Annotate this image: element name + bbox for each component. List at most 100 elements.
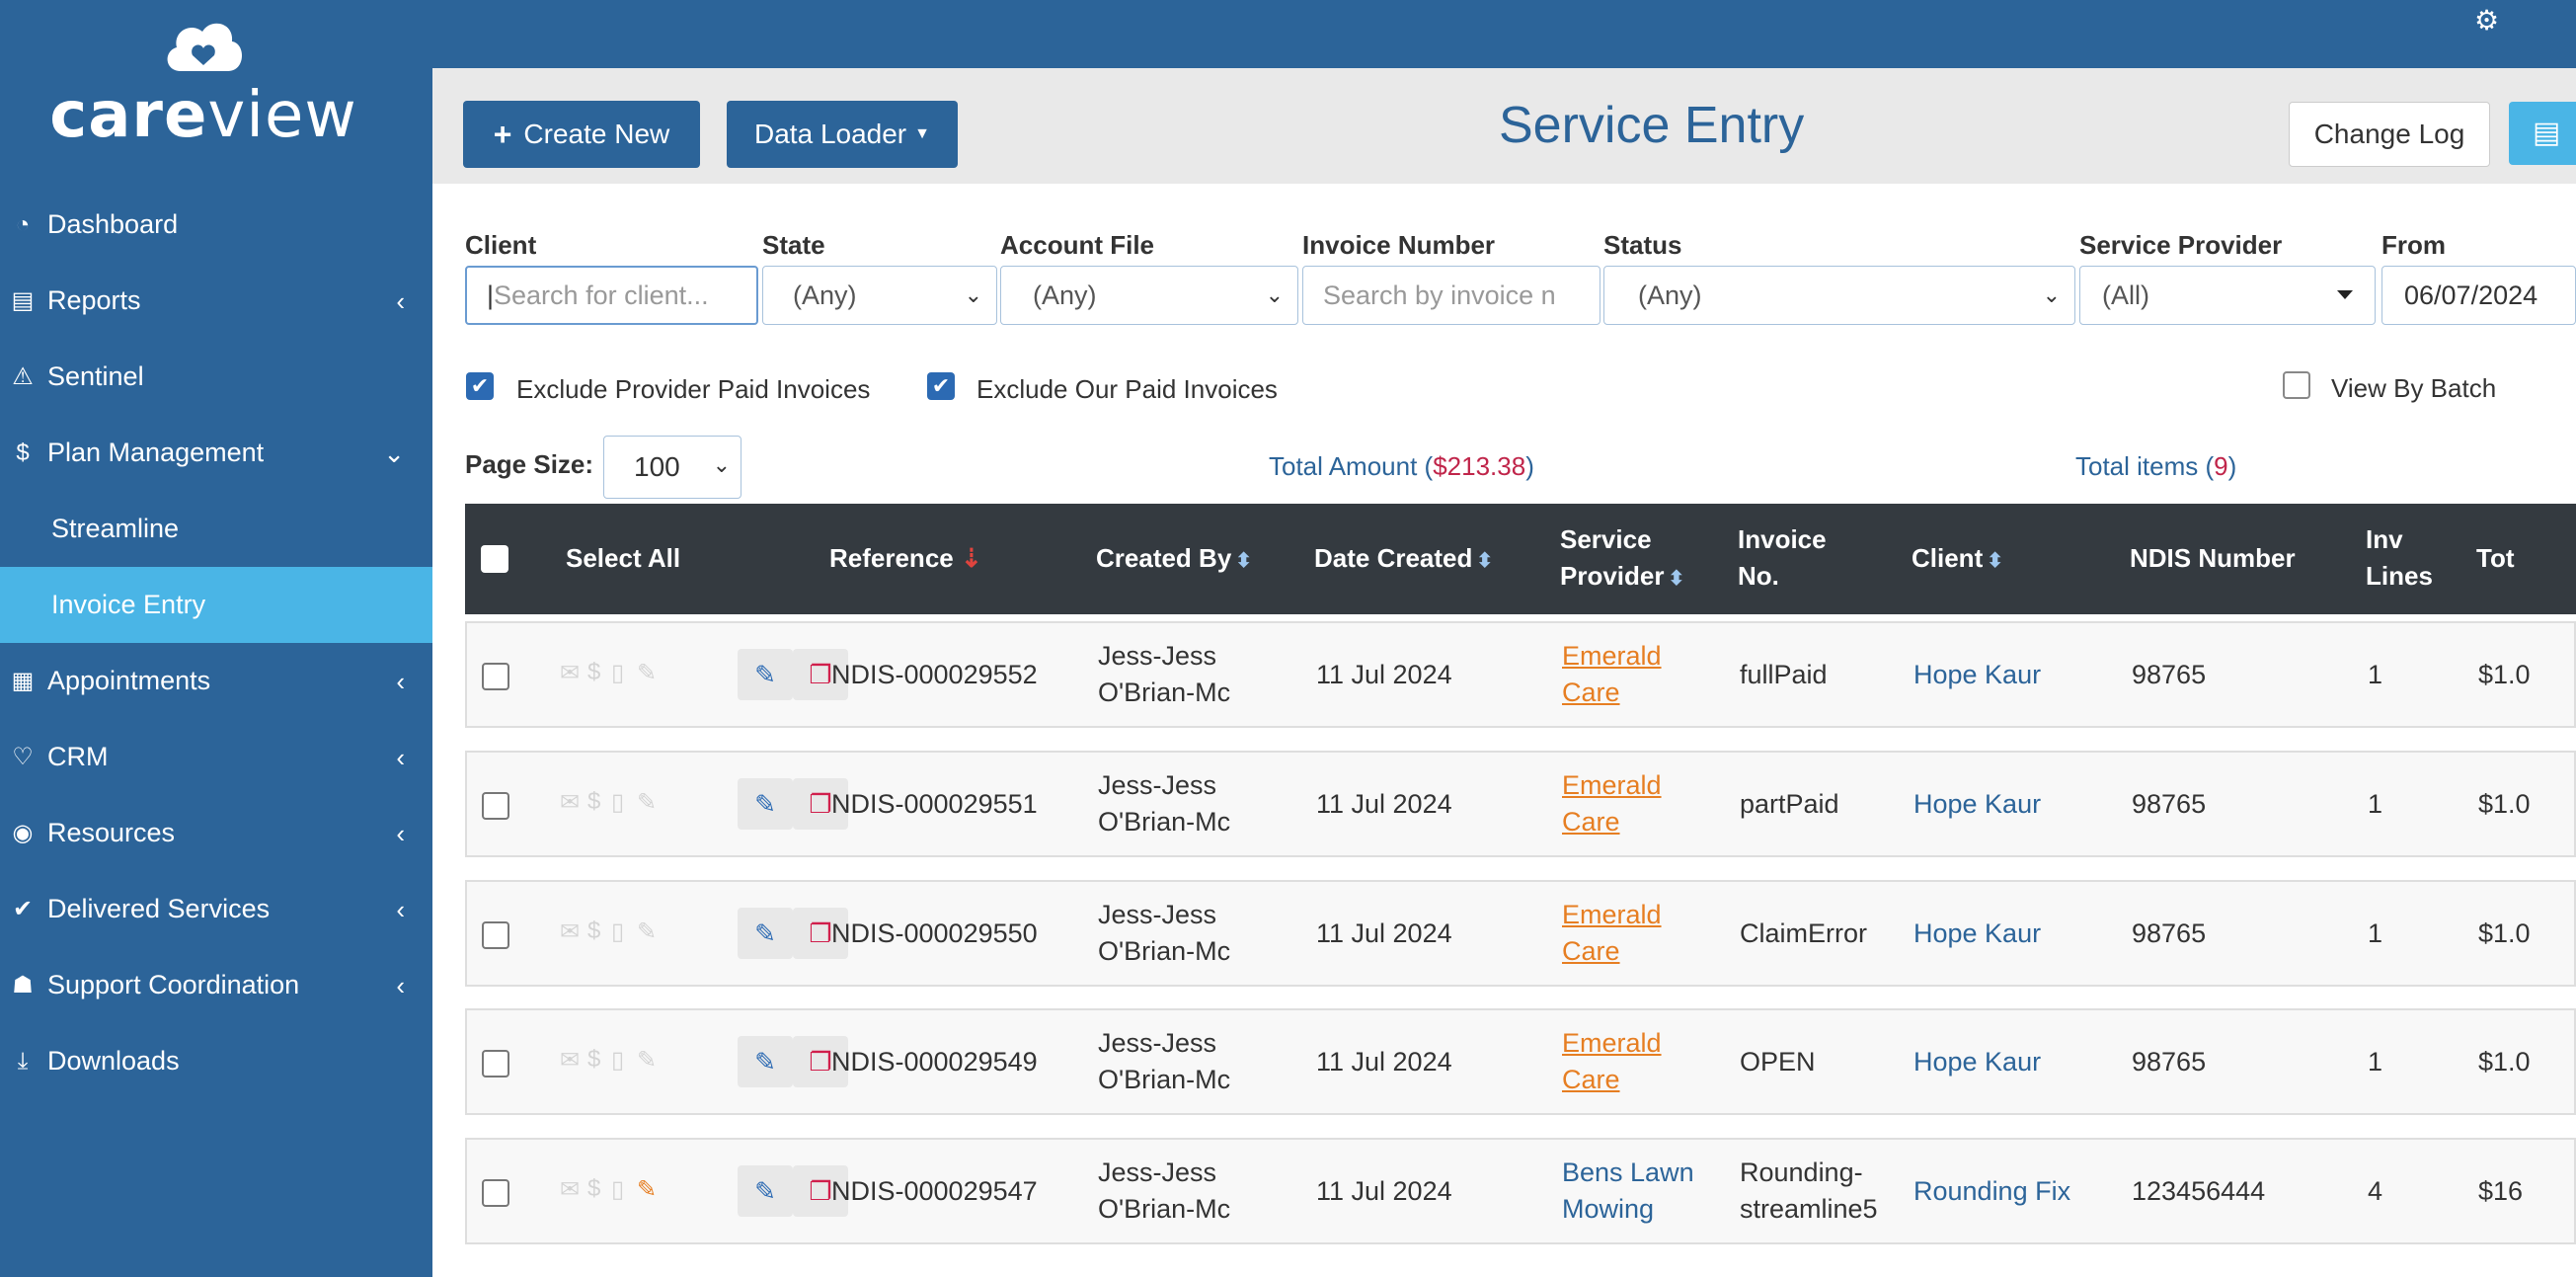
chevron-left-icon: ‹ — [396, 743, 405, 772]
select-all-checkbox[interactable] — [481, 545, 508, 573]
client-link[interactable]: Hope Kaur — [1913, 1047, 2042, 1077]
sidebar-item-streamline[interactable]: Streamline — [0, 491, 432, 567]
paperclip-icon[interactable]: ✎ — [637, 1176, 658, 1203]
sort-icon: ⬍ — [1235, 550, 1253, 572]
sidebar-item-invoice-entry[interactable]: Invoice Entry — [0, 567, 432, 643]
exclude-provider-paid-checkbox[interactable]: ✔ — [466, 372, 494, 400]
page-size-select[interactable]: 100 ⌄ — [603, 436, 742, 499]
row-checkbox[interactable] — [482, 663, 509, 690]
sidebar: careview ◔ Dashboard ▤ Reports ‹ ⚠ Sentinel $ Pl… — [0, 0, 432, 1277]
edit-icon[interactable]: ✎ — [738, 1165, 793, 1217]
row-checkbox[interactable] — [482, 1050, 509, 1077]
sidebar-item-downloads[interactable]: ⤓ Downloads — [0, 1023, 432, 1099]
inv-lines-cell: 1 — [2368, 1047, 2383, 1077]
brand-logo[interactable]: careview — [49, 79, 357, 152]
caret-down-icon — [2337, 290, 2353, 299]
create-new-button[interactable]: + Create New — [463, 101, 700, 168]
row-checkbox[interactable] — [482, 792, 509, 820]
total-cell: $1.0 — [2478, 918, 2531, 948]
created-by-column-header[interactable]: Created By ⬍ — [1096, 543, 1253, 573]
from-date-filter-label: From — [2381, 230, 2446, 260]
invoice-no-cell: Rounding-streamline5 — [1740, 1157, 1878, 1224]
service-provider-select[interactable]: (All) — [2079, 266, 2376, 325]
state-filter-label: State — [762, 230, 825, 260]
reference-cell: NDIS-000029547 — [831, 1176, 1038, 1206]
change-log-button[interactable]: Change Log — [2289, 102, 2490, 167]
service-provider-column-header[interactable]: Service Provider ⬍ — [1560, 524, 1685, 591]
sidebar-item-crm[interactable]: ♡ CRM ‹ — [0, 719, 432, 795]
sidebar-item-label: Downloads — [47, 1046, 180, 1076]
data-loader-button[interactable]: Data Loader ▼ — [727, 101, 958, 168]
table-header: Select All Reference ⇣ Created By ⬍ Date … — [465, 504, 2576, 614]
copy-icon[interactable]: ❐ — [793, 908, 848, 959]
export-excel-button[interactable]: ▤ — [2509, 102, 2576, 165]
service-provider-link[interactable]: Bens Lawn Mowing — [1562, 1157, 1694, 1224]
sidebar-item-appointments[interactable]: ▦ Appointments ‹ — [0, 643, 432, 719]
plus-icon: + — [493, 116, 512, 152]
sidebar-item-resources[interactable]: ◉ Resources ‹ — [0, 795, 432, 871]
sidebar-item-delivered-services[interactable]: ✔ Delivered Services ‹ — [0, 871, 432, 947]
sidebar-item-support-coordination[interactable]: ☗ Support Coordination ‹ — [0, 947, 432, 1023]
paperclip-icon: ✎ — [637, 789, 658, 816]
edit-icon[interactable]: ✎ — [738, 649, 793, 700]
envelope-icon: ✉ — [560, 1176, 581, 1203]
date-created-cell: 11 Jul 2024 — [1316, 789, 1452, 819]
service-provider-link[interactable]: Emerald Care — [1562, 900, 1662, 966]
table-row[interactable]: ✉ $ ▯ ✎ ✎ ❐ NDIS-000029552 Jess-Jess O'Brian-Mc 1… — [465, 621, 2576, 728]
table-row[interactable]: ✉ $ ▯ ✎ ✎ ❐ NDIS-000029549 Jess-Jess O'Brian-Mc 1… — [465, 1008, 2576, 1115]
sidebar-item-plan-management[interactable]: $ Plan Management ⌄ — [0, 415, 432, 491]
state-select[interactable]: (Any) ⌄ — [762, 266, 997, 325]
sidebar-item-sentinel[interactable]: ⚠ Sentinel — [0, 339, 432, 415]
exclude-our-paid-checkbox[interactable]: ✔ — [927, 372, 955, 400]
service-provider-link[interactable]: Emerald Care — [1562, 1028, 1662, 1094]
table-row[interactable]: ✉ $ ▯ ✎ ✎ ❐ NDIS-000029547 Jess-Jess O'Brian-Mc 1… — [465, 1138, 2576, 1244]
file-icon: ▯ — [611, 789, 625, 816]
view-by-batch-checkbox[interactable] — [2283, 371, 2310, 399]
table-row[interactable]: ✉ $ ▯ ✎ ✎ ❐ NDIS-000029551 Jess-Jess O'Brian-Mc 1… — [465, 751, 2576, 857]
invoice-no-cell: OPEN — [1740, 1047, 1816, 1077]
client-column-header[interactable]: Client ⬍ — [1912, 543, 2003, 573]
copy-icon[interactable]: ❐ — [793, 649, 848, 700]
sidebar-item-reports[interactable]: ▤ Reports ‹ — [0, 263, 432, 339]
from-date-input[interactable]: 06/07/2024 — [2381, 266, 2576, 325]
service-provider-link[interactable]: Emerald Care — [1562, 770, 1662, 837]
client-filter-label: Client — [465, 230, 537, 260]
chevron-down-icon: ⌄ — [383, 439, 405, 468]
page-title: Service Entry — [1499, 97, 1805, 154]
copy-icon[interactable]: ❐ — [793, 1036, 848, 1087]
edit-icon[interactable]: ✎ — [738, 908, 793, 959]
edit-icon[interactable]: ✎ — [738, 778, 793, 830]
invoice-no-column-header: Invoice No. — [1738, 524, 1827, 591]
date-created-column-header[interactable]: Date Created ⬍ — [1314, 543, 1494, 573]
edit-icon[interactable]: ✎ — [738, 1036, 793, 1087]
status-select[interactable]: (Any) ⌄ — [1603, 266, 2075, 325]
reference-column-header[interactable]: Reference ⇣ — [829, 543, 982, 573]
account-file-select[interactable]: (Any) ⌄ — [1000, 266, 1298, 325]
date-created-cell: 11 Jul 2024 — [1316, 660, 1452, 689]
table-row[interactable]: ✉ $ ▯ ✎ ✎ ❐ NDIS-000029550 Jess-Jess O'Brian-Mc 1… — [465, 880, 2576, 987]
sidebar-item-dashboard[interactable]: ◔ Dashboard — [0, 187, 432, 263]
copy-icon[interactable]: ❐ — [793, 778, 848, 830]
caret-down-icon: ▼ — [914, 125, 930, 142]
file-icon: ▯ — [611, 1047, 625, 1074]
select-all-header[interactable]: Select All — [566, 543, 681, 573]
client-link[interactable]: Hope Kaur — [1913, 660, 2042, 689]
user-cog-icon: ☗ — [12, 972, 34, 998]
row-checkbox[interactable] — [482, 921, 509, 949]
created-by-cell: Jess-Jess O'Brian-Mc — [1098, 1028, 1231, 1094]
service-provider-link[interactable]: Emerald Care — [1562, 641, 1662, 707]
gear-icon[interactable]: ⚙ — [2474, 5, 2500, 36]
client-link[interactable]: Hope Kaur — [1913, 918, 2042, 948]
ndis-number-cell: 98765 — [2132, 918, 2207, 948]
ndis-number-column-header: NDIS Number — [2130, 543, 2296, 573]
copy-icon[interactable]: ❐ — [793, 1165, 848, 1217]
page-size-label: Page Size: — [465, 449, 594, 479]
client-link[interactable]: Rounding Fix — [1913, 1176, 2071, 1206]
chevron-down-icon: ⌄ — [1265, 282, 1284, 307]
sidebar-item-label: Resources — [47, 818, 176, 847]
row-checkbox[interactable] — [482, 1179, 509, 1207]
client-link[interactable]: Hope Kaur — [1913, 789, 2042, 819]
invoice-number-input[interactable]: Search by invoice n — [1302, 266, 1600, 325]
client-search-input[interactable]: | Search for client... — [465, 266, 758, 325]
inv-lines-cell: 1 — [2368, 660, 2383, 689]
